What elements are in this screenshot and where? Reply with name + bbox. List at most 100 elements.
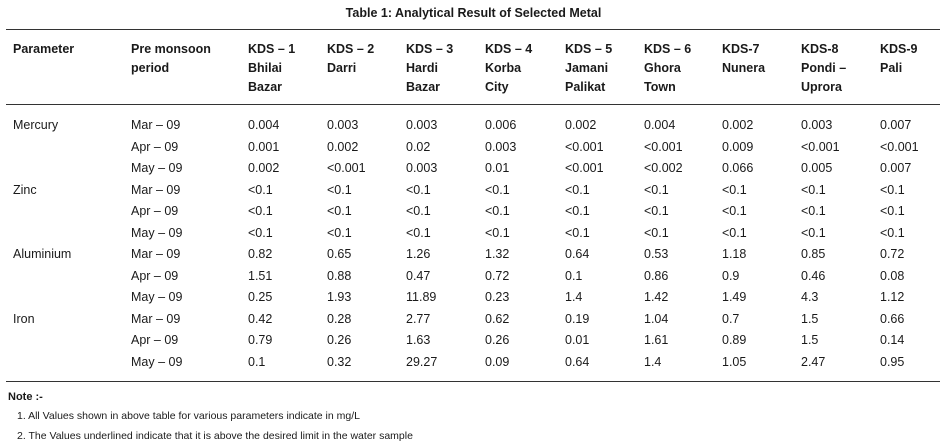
value-cell: 0.89 [722, 333, 747, 347]
value-cell: <0.1 [644, 225, 669, 240]
parameter-cell: Iron [13, 311, 35, 326]
value-cell: 1.12 [880, 290, 905, 304]
value-cell: 0.42 [248, 311, 273, 326]
table-top-rule [6, 29, 940, 30]
header-line: KDS – 6 [644, 42, 692, 56]
table-title: Table 1: Analytical Result of Selected M… [345, 6, 602, 20]
value-cell: <0.1 [248, 182, 273, 197]
header-line: KDS – 4 [485, 42, 533, 56]
value-cell: 0.7 [722, 311, 740, 326]
value-cell: <0.1 [722, 182, 747, 197]
value-cell: 1.51 [248, 268, 273, 283]
value-cell: 0.003 [327, 118, 359, 132]
period-cell: Apr – 09 [131, 139, 179, 154]
header-cell: KDS-7 Nunera [722, 40, 765, 78]
value-cell: 0.64 [565, 354, 590, 369]
table-row: Apr – 09 1.51 0.88 0.47 0.72 0.1 0.86 0.9 0.46 0.… [0, 266, 947, 288]
value-cell: 1.04 [644, 311, 669, 326]
table-header-rule [6, 104, 940, 105]
header-cell: KDS – 3 Hardi Bazar [406, 40, 453, 97]
value-cell: 0.004 [248, 118, 280, 132]
value-cell: <0.1 [565, 225, 590, 240]
value-cell: 0.002 [565, 118, 597, 132]
value-cell: 0.003 [406, 161, 438, 175]
value-cell: 1.18 [722, 247, 747, 261]
table-row: Iron Mar – 09 0.42 0.28 2.77 0.62 0.19 1.04 0.7 1… [0, 309, 947, 331]
value-cell: 0.066 [722, 161, 754, 175]
period-cell: Mar – 09 [131, 182, 181, 197]
value-cell: <0.001 [801, 139, 840, 154]
value-cell: 0.32 [327, 354, 352, 369]
table-row: Apr – 09 0.79 0.26 1.63 0.26 0.01 1.61 0.89 1.5 0… [0, 330, 947, 352]
table-row: May – 09 0.002 <0.001 0.003 0.01 <0.001 <0.002… [0, 158, 947, 180]
header-line: Ghora [644, 61, 681, 75]
value-cell: <0.1 [406, 182, 431, 197]
value-cell: 0.25 [248, 290, 273, 304]
header-line: Uprora [801, 80, 842, 94]
value-cell: <0.1 [565, 182, 590, 197]
header-line: KDS – 5 [565, 42, 613, 56]
value-cell: <0.1 [406, 204, 431, 218]
header-line: Pre monsoon [131, 42, 211, 56]
value-cell: 11.89 [406, 290, 437, 304]
value-cell: 1.5 [801, 333, 819, 347]
value-cell: 0.23 [485, 290, 510, 304]
table-row: May – 09 <0.1 <0.1 <0.1 <0.1 <0.1 <0.1 <0.1 <0.1… [0, 223, 947, 245]
value-cell: 1.32 [485, 247, 510, 261]
header-cell: KDS – 2 Darri [327, 40, 374, 78]
header-line: Nunera [722, 61, 766, 75]
value-cell: 0.14 [880, 333, 905, 347]
value-cell: 0.26 [327, 333, 352, 347]
value-cell: 0.006 [485, 118, 517, 132]
value-cell: 0.82 [248, 247, 273, 261]
header-line: Town [644, 80, 676, 94]
period-cell: Mar – 09 [131, 247, 181, 261]
value-cell: 0.002 [248, 161, 280, 175]
header-cell: Parameter [13, 40, 74, 59]
value-cell: 0.26 [485, 333, 510, 347]
table-row: May – 09 0.25 1.93 11.89 0.23 1.4 1.42 1.49 4.3 1… [0, 287, 947, 309]
header-line: Darri [327, 61, 357, 75]
value-cell: 2.47 [801, 354, 826, 369]
header-cell: KDS – 6 Ghora Town [644, 40, 691, 97]
header-line: Pali [880, 61, 903, 75]
value-cell: 2.77 [406, 311, 431, 326]
value-cell: 0.28 [327, 311, 352, 326]
value-cell: 0.002 [722, 118, 754, 132]
value-cell: <0.1 [485, 204, 510, 218]
value-cell: 0.003 [406, 118, 438, 132]
header-cell: KDS-9 Pali [880, 40, 918, 78]
value-cell: 0.88 [327, 268, 352, 283]
value-cell: <0.1 [485, 182, 510, 197]
value-cell: <0.1 [406, 225, 431, 240]
value-cell: 0.005 [801, 161, 833, 175]
header-line: KDS – 1 [248, 42, 296, 56]
header-line: Jamani [565, 61, 609, 75]
header-line: Bazar [406, 80, 441, 94]
value-cell: 1.4 [565, 290, 583, 304]
value-cell: 0.003 [485, 139, 517, 154]
value-cell: 0.72 [880, 247, 905, 261]
value-cell: <0.001 [644, 139, 683, 154]
value-cell: <0.1 [327, 225, 352, 240]
header-cell: KDS – 1 Bhilai Bazar [248, 40, 295, 97]
value-cell: 0.01 [485, 161, 510, 175]
header-line: Parameter [13, 42, 75, 56]
value-cell: 1.26 [406, 247, 431, 261]
header-cell: KDS-8 Pondi – Uprora [801, 40, 846, 97]
header-cell: Pre monsoon period [131, 40, 211, 78]
note-item-1: 1. All Values shown in above table for v… [17, 410, 360, 422]
value-cell: <0.1 [565, 204, 590, 218]
value-cell: <0.001 [880, 139, 919, 154]
period-cell: Mar – 09 [131, 118, 181, 132]
table-row: Mercury Mar – 09 0.004 0.003 0.003 0.006 0.002… [0, 115, 947, 137]
header-cell: KDS – 4 Korba City [485, 40, 532, 97]
table-row: Apr – 09 0.001 0.002 0.02 0.003 <0.001 <0.001 0… [0, 137, 947, 159]
value-cell: <0.1 [880, 204, 905, 218]
value-cell: 0.47 [406, 268, 431, 283]
value-cell: <0.1 [327, 182, 352, 197]
value-cell: <0.1 [327, 204, 352, 218]
value-cell: 0.007 [880, 118, 912, 132]
value-cell: 1.05 [722, 354, 747, 369]
value-cell: 0.64 [565, 247, 590, 261]
